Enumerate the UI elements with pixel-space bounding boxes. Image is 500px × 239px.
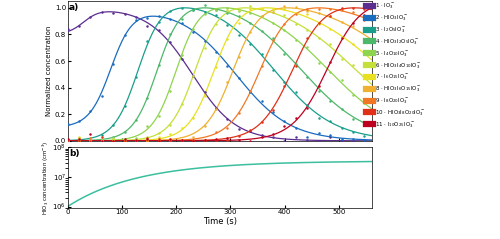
Y-axis label: HIO$_3$ concentration (cm$^{-3}$): HIO$_3$ concentration (cm$^{-3}$)	[40, 140, 51, 215]
Legend: 1 · IO$_3^-$, 2 · HIO$_3$IO$_3^-$, 3 · I$_2$O$_5$IO$_3^-$, 4 · HIO$_3$I$_2$O$_5$: 1 · IO$_3^-$, 2 · HIO$_3$IO$_3^-$, 3 · I…	[366, 2, 425, 130]
Text: a): a)	[69, 3, 80, 11]
Y-axis label: Normalized concentration: Normalized concentration	[46, 26, 52, 116]
Text: b): b)	[69, 149, 80, 158]
X-axis label: Time (s): Time (s)	[202, 217, 236, 226]
